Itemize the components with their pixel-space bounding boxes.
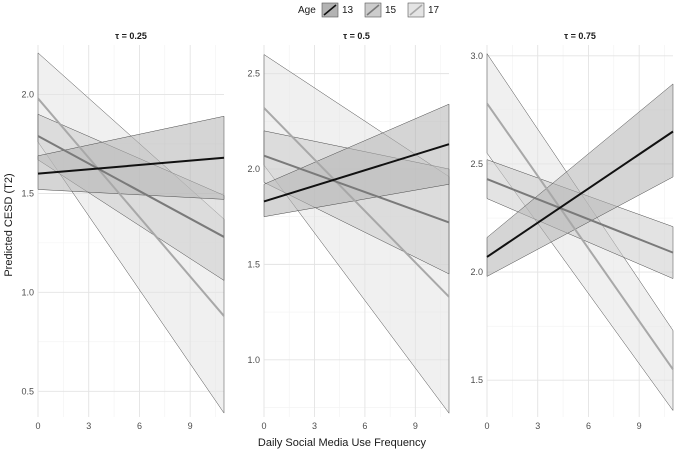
- legend-key-line-17: [409, 4, 423, 16]
- x-tick-label: 3: [312, 421, 317, 431]
- x-tick-label: 9: [413, 421, 418, 431]
- legend-label-13: 13: [342, 5, 354, 16]
- y-tick-label: 2.0: [470, 267, 483, 277]
- x-tick-label: 9: [188, 421, 193, 431]
- y-tick-label: 3.0: [470, 51, 483, 61]
- legend-title: Age: [298, 5, 316, 16]
- y-tick-label: 2.5: [470, 159, 483, 169]
- panel-title: τ = 0.25: [115, 31, 147, 41]
- panel-3: 0 3 6 9 1.5 2.0 2.5 3.0 τ = 0.75: [470, 31, 674, 431]
- y-tick-label: 1.0: [247, 355, 260, 365]
- x-tick-label: 6: [586, 421, 591, 431]
- series-line-age-15: [486, 178, 674, 254]
- series-line-age-13: [486, 130, 674, 258]
- x-tick-label: 9: [637, 421, 642, 431]
- series-line-age-17: [263, 107, 450, 298]
- x-tick-label: 6: [137, 421, 142, 431]
- x-tick-label: 0: [35, 421, 40, 431]
- panel-1: 0 3 6 9 0.5 1.0 1.5 2.0 τ = 0.25: [21, 31, 225, 431]
- y-tick-label: 2.0: [21, 89, 34, 99]
- series-line-age-17: [486, 102, 674, 370]
- x-axis-title: Daily Social Media Use Frequency: [258, 437, 427, 449]
- y-tick-label: 1.5: [470, 375, 483, 385]
- y-tick-label: 1.0: [21, 287, 34, 297]
- x-tick-label: 3: [535, 421, 540, 431]
- chart-panels: 0 3 6 9 0.5 1.0 1.5 2.0 τ = 0.25 0 3 6 9 1.0 1.5 2.0 2.5…: [21, 31, 674, 431]
- panel-title: τ = 0.5: [343, 31, 370, 41]
- x-tick-label: 6: [362, 421, 367, 431]
- y-axis-title: Predicted CESD (T2): [3, 173, 15, 276]
- series-line-age-15: [263, 154, 450, 224]
- y-tick-label: 2.0: [247, 164, 260, 174]
- series-line-age-13: [37, 156, 225, 175]
- legend-label-15: 15: [385, 5, 397, 16]
- y-tick-label: 0.5: [21, 386, 34, 396]
- confidence-band-age-13: [486, 83, 674, 277]
- legend-label-17: 17: [428, 5, 440, 16]
- legend: Age 13 15 17: [298, 2, 440, 18]
- y-tick-label: 1.5: [247, 259, 260, 269]
- y-tick-label: 1.5: [21, 188, 34, 198]
- x-tick-label: 3: [86, 421, 91, 431]
- x-tick-label: 0: [261, 421, 266, 431]
- legend-key-line-15: [366, 4, 380, 16]
- y-tick-label: 2.5: [247, 69, 260, 79]
- legend-key-line-13: [323, 4, 337, 16]
- series-line-age-17: [37, 97, 225, 317]
- panel-2: 0 3 6 9 1.0 1.5 2.0 2.5 τ = 0.5: [247, 31, 450, 431]
- series-line-age-15: [37, 135, 225, 238]
- confidence-band-age-13: [37, 115, 225, 200]
- confidence-band-age-13: [263, 103, 450, 217]
- series-line-age-13: [263, 143, 450, 203]
- panel-title: τ = 0.75: [564, 31, 596, 41]
- x-tick-label: 0: [484, 421, 489, 431]
